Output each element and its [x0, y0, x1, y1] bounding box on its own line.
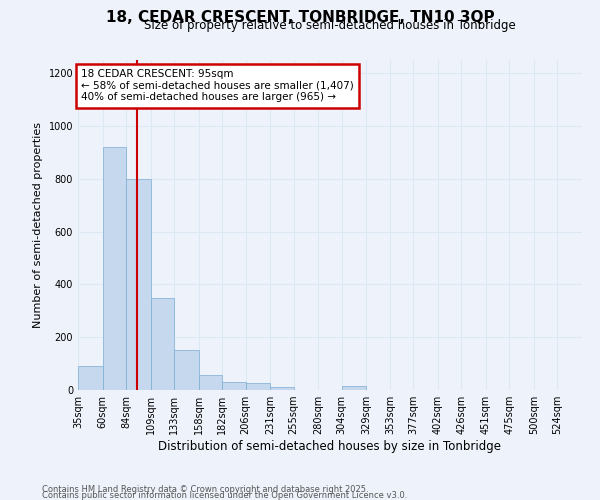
Title: Size of property relative to semi-detached houses in Tonbridge: Size of property relative to semi-detach…	[144, 20, 516, 32]
Text: 18 CEDAR CRESCENT: 95sqm
← 58% of semi-detached houses are smaller (1,407)
40% o: 18 CEDAR CRESCENT: 95sqm ← 58% of semi-d…	[81, 69, 353, 102]
Bar	[126, 179, 151, 390]
Bar	[151, 298, 174, 390]
Bar	[78, 366, 103, 390]
Bar	[270, 388, 294, 390]
Bar	[245, 384, 270, 390]
Bar	[342, 386, 366, 390]
Bar	[174, 350, 199, 390]
Text: Contains public sector information licensed under the Open Government Licence v3: Contains public sector information licen…	[42, 491, 407, 500]
Bar	[222, 382, 245, 390]
Y-axis label: Number of semi-detached properties: Number of semi-detached properties	[33, 122, 43, 328]
Text: Contains HM Land Registry data © Crown copyright and database right 2025.: Contains HM Land Registry data © Crown c…	[42, 484, 368, 494]
Bar	[199, 376, 222, 390]
Bar	[103, 147, 126, 390]
Text: 18, CEDAR CRESCENT, TONBRIDGE, TN10 3QP: 18, CEDAR CRESCENT, TONBRIDGE, TN10 3QP	[106, 10, 494, 25]
X-axis label: Distribution of semi-detached houses by size in Tonbridge: Distribution of semi-detached houses by …	[158, 440, 502, 453]
